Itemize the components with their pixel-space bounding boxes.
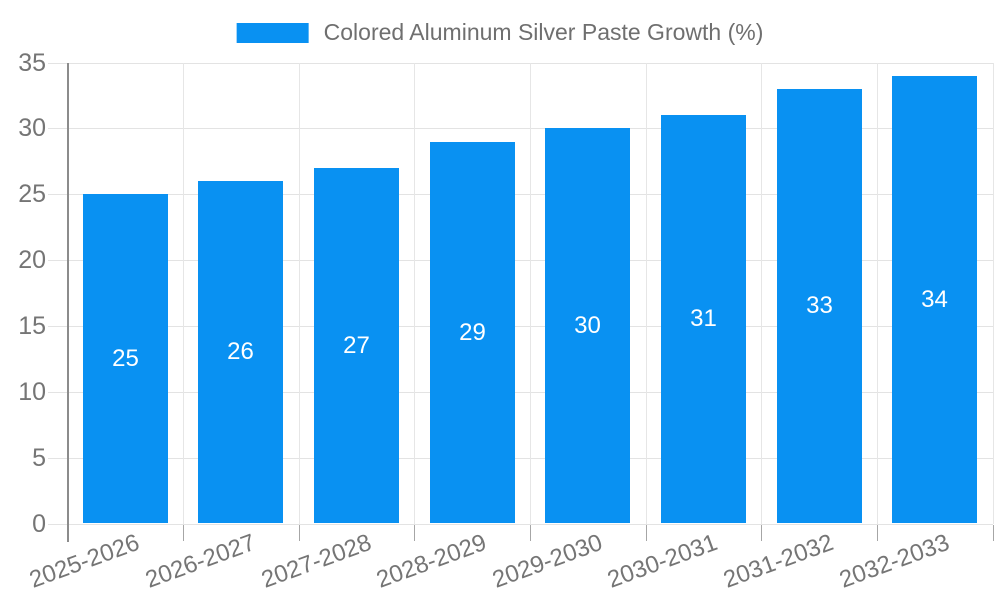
bar-2029-2030[interactable]: 30: [545, 128, 630, 523]
x-axis-tick: [761, 525, 762, 541]
y-axis-tick-label: 5: [32, 444, 46, 472]
x-axis-category-label: 2027-2028: [258, 529, 376, 594]
x-gridline: [877, 63, 878, 524]
legend-swatch: [236, 22, 309, 43]
x-gridline: [183, 63, 184, 524]
x-axis-category-label: 2032-2033: [836, 529, 954, 594]
y-gridline: [48, 326, 993, 327]
y-gridline: [48, 392, 993, 393]
x-gridline: [646, 63, 647, 524]
bar-value-label: 33: [806, 292, 833, 319]
legend-item[interactable]: Colored Aluminum Silver Paste Growth (%): [236, 19, 764, 46]
bar-2030-2031[interactable]: 31: [661, 115, 746, 523]
y-axis-tick-label: 15: [18, 312, 46, 340]
bar-value-label: 25: [112, 344, 139, 372]
bar-2026-2027[interactable]: 26: [198, 181, 283, 523]
y-axis-tick-label: 30: [18, 114, 46, 142]
y-axis-line: [67, 63, 69, 542]
bar-2027-2028[interactable]: 27: [314, 168, 399, 523]
y-gridline: [48, 194, 993, 195]
y-axis-tick-label: 25: [18, 180, 46, 208]
y-axis-tick-label: 20: [18, 246, 46, 274]
legend-label: Colored Aluminum Silver Paste Growth (%): [323, 19, 764, 45]
bar-value-label: 29: [459, 318, 486, 346]
x-axis-category-label: 2031-2032: [720, 529, 838, 594]
x-axis-tick: [877, 525, 878, 541]
x-gridline: [299, 63, 300, 524]
x-axis-tick: [299, 525, 300, 541]
bar-value-label: 34: [921, 285, 948, 313]
x-gridline: [761, 63, 762, 524]
x-gridline: [530, 63, 531, 524]
x-axis-tick: [183, 525, 184, 541]
bar-value-label: 26: [227, 338, 254, 365]
x-axis-tick: [646, 525, 647, 541]
bar-2028-2029[interactable]: 29: [430, 142, 515, 523]
y-axis-tick-label: 10: [18, 378, 46, 406]
x-axis-category-label: 2030-2031: [604, 529, 722, 594]
x-axis-category-label: 2025-2026: [26, 529, 144, 594]
bar-2025-2026[interactable]: 25: [83, 194, 168, 523]
x-axis-category-label: 2029-2030: [489, 529, 607, 594]
y-gridline: [48, 128, 993, 129]
y-gridline: [48, 524, 993, 525]
y-gridline: [48, 458, 993, 459]
x-axis-category-label: 2028-2029: [373, 529, 491, 594]
bar-value-label: 27: [343, 331, 370, 359]
x-axis-tick: [530, 525, 531, 541]
bar-2031-2032[interactable]: 33: [777, 89, 862, 523]
x-axis-tick: [993, 525, 994, 541]
bar-value-label: 31: [690, 305, 717, 332]
y-axis-tick-label: 35: [18, 49, 46, 77]
x-axis-tick: [414, 525, 415, 541]
bar-2032-2033[interactable]: 34: [892, 76, 977, 523]
bar-value-label: 30: [574, 311, 601, 339]
x-gridline: [993, 63, 994, 524]
y-gridline: [48, 63, 993, 64]
y-gridline: [48, 260, 993, 261]
x-axis-category-label: 2026-2027: [142, 529, 260, 594]
y-axis-tick-label: 0: [32, 510, 46, 538]
x-gridline: [414, 63, 415, 524]
